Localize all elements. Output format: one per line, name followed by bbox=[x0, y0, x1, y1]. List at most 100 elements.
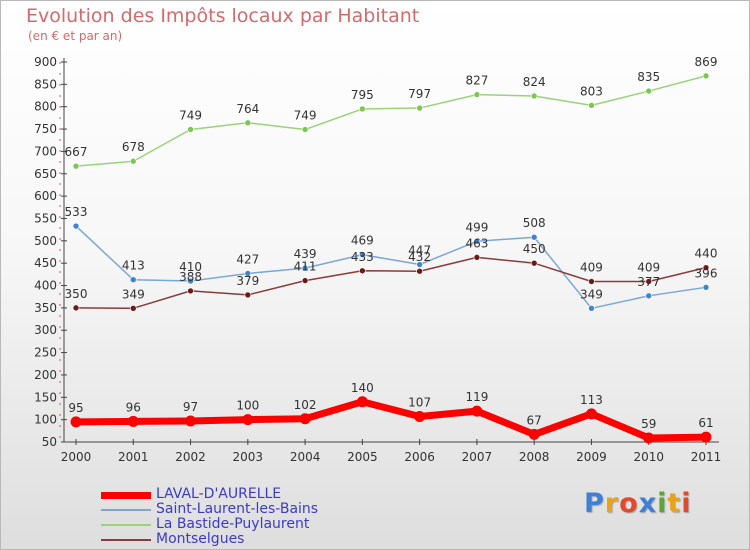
data-label: 432 bbox=[408, 250, 431, 264]
y-tick-label: 350 bbox=[34, 301, 57, 315]
x-tick-label: 2009 bbox=[576, 450, 607, 464]
data-label: 440 bbox=[695, 247, 718, 261]
data-label: 97 bbox=[183, 400, 198, 414]
data-label: 59 bbox=[641, 417, 656, 431]
series-point-2 bbox=[301, 126, 309, 133]
data-label: 499 bbox=[465, 220, 488, 234]
y-tick-label: 50 bbox=[42, 435, 57, 449]
x-tick-label: 2000 bbox=[61, 450, 92, 464]
data-label: 824 bbox=[523, 75, 546, 89]
series-point-3 bbox=[416, 267, 423, 275]
chart-subtitle: (en € et par an) bbox=[28, 29, 123, 43]
series-point-3 bbox=[129, 305, 137, 312]
data-label: 533 bbox=[65, 205, 88, 219]
data-label: 107 bbox=[408, 396, 431, 410]
series-point-0 bbox=[185, 415, 197, 427]
legend-label-montselgues: Montselgues bbox=[156, 531, 245, 547]
series-point-2 bbox=[645, 87, 653, 95]
x-tick-label: 2003 bbox=[233, 450, 264, 464]
x-tick-label: 2008 bbox=[519, 450, 550, 464]
data-label: 113 bbox=[580, 393, 603, 407]
series-point-2 bbox=[72, 162, 80, 170]
x-tick-label: 2002 bbox=[175, 450, 206, 464]
data-label: 749 bbox=[294, 109, 317, 123]
series-point-0 bbox=[471, 405, 483, 417]
series-point-3 bbox=[244, 291, 252, 299]
data-label: 869 bbox=[695, 55, 718, 69]
x-tick-label: 2011 bbox=[691, 450, 722, 464]
data-label: 140 bbox=[351, 381, 374, 395]
data-label: 95 bbox=[68, 401, 83, 415]
series-point-3 bbox=[645, 278, 653, 285]
series-point-1 bbox=[416, 261, 423, 268]
series-point-2 bbox=[129, 157, 137, 165]
x-tick-label: 2004 bbox=[290, 450, 321, 464]
data-label: 100 bbox=[236, 399, 259, 413]
series-point-3 bbox=[530, 259, 538, 267]
series-point-0 bbox=[585, 408, 597, 420]
y-tick-label: 200 bbox=[34, 368, 57, 382]
y-tick-label: 700 bbox=[34, 144, 57, 158]
data-label: 749 bbox=[179, 109, 202, 123]
data-label: 349 bbox=[122, 287, 145, 301]
logo-letter: x bbox=[638, 488, 658, 519]
series-point-0 bbox=[414, 411, 426, 423]
y-tick-label: 400 bbox=[34, 279, 57, 293]
data-label: 667 bbox=[65, 145, 88, 159]
data-label: 409 bbox=[637, 261, 660, 275]
series-point-2 bbox=[359, 105, 366, 113]
data-label: 450 bbox=[523, 242, 546, 256]
data-label: 349 bbox=[580, 287, 603, 301]
series-point-1 bbox=[301, 264, 309, 272]
series-point-0 bbox=[299, 413, 311, 425]
series-point-0 bbox=[70, 416, 82, 428]
logo-letter: r bbox=[604, 488, 620, 519]
data-label: 61 bbox=[698, 416, 713, 430]
series-point-3 bbox=[301, 277, 309, 284]
series-point-1 bbox=[187, 277, 194, 285]
data-label: 447 bbox=[408, 244, 431, 258]
series-point-1 bbox=[244, 270, 252, 277]
y-tick-label: 750 bbox=[34, 122, 57, 136]
logo-letter: i bbox=[681, 488, 692, 519]
y-tick-label: 550 bbox=[34, 211, 57, 225]
y-tick-label: 850 bbox=[34, 77, 57, 91]
series-point-3 bbox=[359, 267, 366, 275]
logo-letter: P bbox=[584, 488, 605, 519]
data-label: 410 bbox=[179, 260, 202, 274]
axes: 50 100 150 200 250 300 350 400 450 500 550 600 650 70… bbox=[34, 55, 721, 464]
series-point-2 bbox=[473, 91, 481, 98]
legend-swatch-saint-laurent bbox=[101, 509, 151, 511]
data-label: 795 bbox=[351, 88, 374, 102]
legend-label-laval: LAVAL-D'AURELLE bbox=[156, 486, 282, 502]
series-point-3 bbox=[588, 278, 595, 285]
data-label: 835 bbox=[637, 70, 660, 84]
y-tick-label: 300 bbox=[34, 323, 57, 337]
series-point-3 bbox=[187, 287, 194, 295]
data-label: 827 bbox=[465, 74, 488, 88]
y-tick-label: 500 bbox=[34, 234, 57, 248]
series-point-2 bbox=[530, 92, 538, 100]
data-label: 102 bbox=[294, 398, 317, 412]
series-line-3 bbox=[75, 256, 707, 310]
series-point-2 bbox=[187, 126, 194, 133]
x-tick-label: 2005 bbox=[347, 450, 378, 464]
data-label: 797 bbox=[408, 87, 431, 101]
legend-swatch-montselgues bbox=[101, 539, 151, 541]
series-point-3 bbox=[473, 254, 481, 261]
series-point-0 bbox=[528, 428, 540, 440]
legend: LAVAL-D'AURELLE Saint-Laurent-les-Bains … bbox=[101, 486, 401, 547]
y-tick-label: 650 bbox=[34, 167, 57, 181]
data-label: 803 bbox=[580, 84, 603, 98]
data-label: 427 bbox=[236, 252, 259, 266]
series-point-3 bbox=[72, 304, 80, 312]
legend-item-laval: LAVAL-D'AURELLE bbox=[101, 486, 401, 502]
y-tick-label: 250 bbox=[34, 346, 57, 360]
y-tick-label: 900 bbox=[34, 55, 57, 69]
data-label: 67 bbox=[527, 413, 542, 427]
data-label: 439 bbox=[294, 247, 317, 261]
series-point-2 bbox=[416, 104, 423, 112]
data-label: 388 bbox=[179, 270, 202, 284]
data-label: 350 bbox=[65, 287, 88, 301]
